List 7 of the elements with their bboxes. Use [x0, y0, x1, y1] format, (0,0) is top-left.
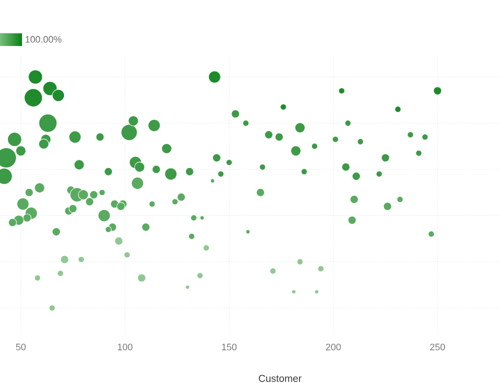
x-tick-label: 100: [118, 344, 132, 350]
x-tick-label: 200: [326, 344, 341, 350]
x-tick-label: 50: [16, 344, 26, 350]
text: 100.00%: [26, 36, 62, 43]
x-tick-label: 150: [222, 344, 237, 350]
x-axis-title: Customer: [258, 374, 302, 382]
x-tick-label: 250: [430, 344, 445, 350]
